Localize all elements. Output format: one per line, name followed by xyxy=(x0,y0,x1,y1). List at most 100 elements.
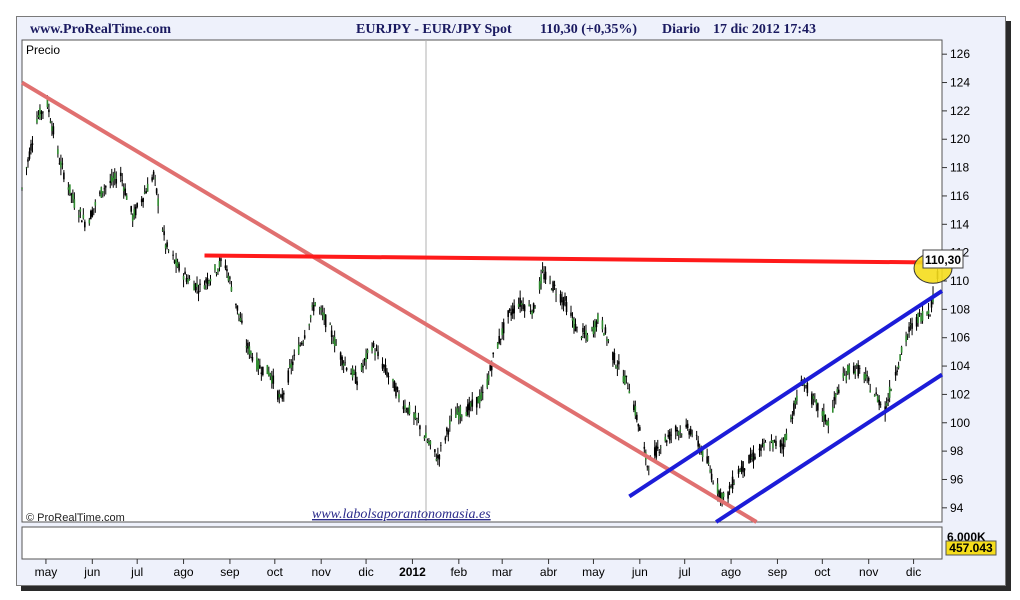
candle-body xyxy=(791,417,794,420)
copyright-label: © ProRealTime.com xyxy=(26,512,125,524)
candle-body xyxy=(257,360,260,370)
candle-body xyxy=(229,277,231,279)
candle-body xyxy=(88,219,91,224)
candle-body xyxy=(419,425,421,430)
candle-body xyxy=(794,400,797,405)
symbol-label: EURJPY - EUR/JPY Spot xyxy=(356,22,512,37)
candle-body xyxy=(362,365,364,368)
candle-body xyxy=(896,370,898,373)
candle-body xyxy=(890,389,892,391)
candle-body xyxy=(78,215,80,218)
candle-body xyxy=(760,444,762,451)
candle-body xyxy=(481,391,484,393)
candle-body xyxy=(282,392,285,395)
candle-body xyxy=(21,188,23,189)
candle-body xyxy=(926,311,928,315)
x-tick-label: 2012 xyxy=(399,565,426,579)
candle-body xyxy=(248,346,251,355)
period-label: Diario xyxy=(662,22,701,37)
candle-body xyxy=(374,353,376,356)
candle-body xyxy=(565,302,568,312)
candle-body xyxy=(897,365,900,368)
candle-body xyxy=(628,390,631,394)
candle-body xyxy=(887,399,889,401)
candle-body xyxy=(562,300,565,306)
candle-body xyxy=(833,397,836,401)
candle-body xyxy=(339,352,342,360)
candle-body xyxy=(688,430,690,435)
candle-body xyxy=(595,321,598,328)
candle-body xyxy=(585,330,587,336)
candle-body xyxy=(187,278,189,283)
candle-body xyxy=(414,412,417,420)
candle-body xyxy=(154,177,156,179)
price-change-label: 110,30 (+0,35%) xyxy=(540,22,638,37)
candle-body xyxy=(616,367,619,369)
candle-body xyxy=(607,339,610,341)
x-tick-label: jun xyxy=(631,565,648,579)
candle-body xyxy=(718,490,720,498)
candle-body xyxy=(552,281,554,292)
candle-body xyxy=(680,434,683,435)
candle-body xyxy=(197,291,200,294)
candle-body xyxy=(772,440,774,449)
candle-body xyxy=(79,208,82,212)
candle-body xyxy=(826,421,828,425)
candle-body xyxy=(342,363,345,366)
candle-body xyxy=(217,269,219,272)
x-tick-label: jul xyxy=(678,565,691,579)
candle-body xyxy=(100,187,103,198)
candle-body xyxy=(719,492,722,500)
candle-body xyxy=(73,199,76,208)
candle-body xyxy=(321,312,324,315)
candle-body xyxy=(196,283,198,287)
candle-body xyxy=(363,358,366,361)
candle-body xyxy=(40,111,43,115)
candle-body xyxy=(220,258,222,262)
candle-body xyxy=(413,414,415,418)
candle-body xyxy=(468,402,471,411)
candle-body xyxy=(555,294,557,295)
y-tick-label: 94 xyxy=(950,501,964,515)
candle-body xyxy=(761,443,764,444)
candle-body xyxy=(831,407,834,413)
candle-body xyxy=(184,271,186,275)
candle-body xyxy=(531,310,533,315)
candle-body xyxy=(392,378,394,382)
candle-body xyxy=(437,455,439,459)
candle-body xyxy=(697,440,699,447)
candle-body xyxy=(624,375,626,385)
candle-body xyxy=(163,231,165,236)
candle-body xyxy=(268,371,270,376)
candle-body xyxy=(333,336,336,347)
candle-body xyxy=(447,430,450,435)
candle-body xyxy=(136,203,138,208)
candle-body xyxy=(528,304,530,307)
candle-body xyxy=(930,299,933,308)
candle-body xyxy=(668,431,671,441)
candle-body xyxy=(863,373,866,380)
candle-body xyxy=(279,395,282,397)
candle-body xyxy=(94,201,97,206)
x-tick-label: nov xyxy=(859,565,878,579)
candle-body xyxy=(712,482,714,484)
candle-body xyxy=(67,187,70,190)
candle-body xyxy=(728,485,731,489)
candle-body xyxy=(538,281,541,290)
candle-body xyxy=(239,317,242,322)
candle-body xyxy=(770,440,773,442)
y-tick-label: 106 xyxy=(950,331,970,345)
candle-body xyxy=(288,364,291,367)
trendline xyxy=(204,253,943,265)
candle-body xyxy=(824,414,827,422)
candle-body xyxy=(888,386,891,398)
candle-body xyxy=(749,453,752,460)
candle-body xyxy=(658,451,661,453)
candle-body xyxy=(480,392,483,400)
candle-body xyxy=(205,279,207,283)
candle-body xyxy=(522,304,524,310)
candle-body xyxy=(606,338,608,341)
candle-body xyxy=(113,173,116,179)
candle-body xyxy=(543,273,545,280)
candle-body xyxy=(520,303,523,305)
